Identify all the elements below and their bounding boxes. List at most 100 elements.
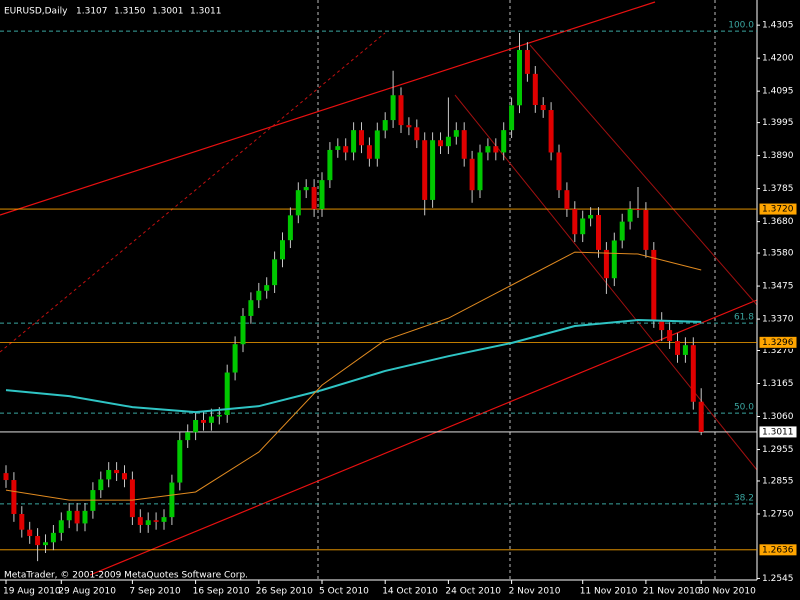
candle-body [603,249,609,279]
header-price: 1.3001 [152,7,184,17]
candle-body [556,152,562,191]
candle-body [35,535,41,546]
candle-body [11,480,17,514]
candle-body [398,95,404,126]
candle-body [319,180,325,210]
candle-body [540,104,546,111]
moving-average [5,251,702,501]
candle-body [469,158,475,191]
candle-body [232,344,238,373]
candle-body [517,49,522,106]
candle-body [366,145,372,159]
candle-body [477,152,483,191]
y-tick-label: 1.2955 [762,445,794,455]
fib-label: 61.8 [734,313,754,323]
candle-body [295,190,301,216]
x-tick-label: 24 Oct 2010 [445,587,501,597]
level-label: 1.3296 [762,338,794,348]
candle-body [343,146,349,153]
candle-body [193,419,199,433]
trendline [0,1,656,216]
candle-body [430,140,436,200]
y-tick-label: 1.2855 [762,476,794,486]
candle-body [438,140,443,147]
candle-body [248,300,254,316]
candle-body [667,330,673,342]
candle-body [74,510,80,524]
candle-body [659,320,665,331]
candle-body [493,146,499,153]
x-tick-label: 2 Nov 2010 [509,587,561,597]
candle-body [445,136,451,147]
candle-body [406,125,412,128]
x-tick-label: 21 Nov 2010 [643,587,701,597]
trendline [89,299,758,576]
fib-label: 50.0 [734,403,754,413]
x-tick-label: 19 Aug 2010 [3,587,61,597]
y-tick-label: 1.2750 [762,509,794,519]
candle-body [137,517,143,525]
level-box [758,202,798,216]
candle-body [98,479,104,491]
candle-body [145,520,151,525]
fib-label: 38.2 [734,493,754,503]
y-tick-label: 1.4305 [762,21,794,31]
y-tick-label: 1.4200 [762,54,794,64]
candle-body [675,341,680,355]
candle-body [50,532,56,543]
candle-body [169,482,175,518]
y-tick-label: 1.3580 [762,249,794,259]
candle-body [698,401,704,432]
candle-body [19,513,25,530]
x-tick-label: 16 Sep 2010 [193,587,250,597]
candle-body [129,479,135,518]
candle-body [335,146,341,150]
candle-body [580,218,586,235]
candle-body [690,345,696,402]
candle-body [651,249,657,321]
candle-body [572,209,578,235]
level-label: 1.3720 [762,205,794,215]
candle-body [682,345,688,355]
fib-label: 100.0 [728,21,754,31]
candle-body [382,120,388,131]
candle-body [153,520,159,522]
level-box [758,335,798,349]
symbol-label: EURUSD,Daily [4,7,68,17]
candle-body [122,473,127,480]
moving-average [5,319,702,414]
trendline [0,32,386,353]
candle-body [635,209,641,211]
level-box [758,425,798,439]
candle-body [351,130,357,153]
x-tick-label: 7 Sep 2010 [129,587,181,597]
drawings [0,0,758,580]
candle-body [311,187,317,210]
candle-body [280,240,285,260]
candle-body [611,240,617,279]
header-price: 1.3150 [114,7,146,17]
x-tick-label: 5 Oct 2010 [319,587,369,597]
x-tick-label: 26 Sep 2010 [256,587,313,597]
y-tick-label: 1.3270 [762,346,794,356]
candle-body [524,49,530,74]
candle-body [287,215,293,241]
candle-body [532,73,538,105]
channel-line [529,44,758,306]
candle-body [327,149,333,181]
candle-body [201,419,206,423]
y-tick-label: 1.4095 [762,87,794,97]
candle-body [240,315,246,345]
y-tick-label: 1.3785 [762,184,794,194]
x-tick-label: 11 Nov 2010 [580,587,638,597]
candle-body [114,469,120,474]
candle-body [161,517,167,522]
candle-body [3,473,9,481]
y-tick-label: 1.3680 [762,217,794,227]
candle-body [422,140,428,200]
candle-body [303,187,309,191]
y-tick-label: 1.3995 [762,118,794,128]
